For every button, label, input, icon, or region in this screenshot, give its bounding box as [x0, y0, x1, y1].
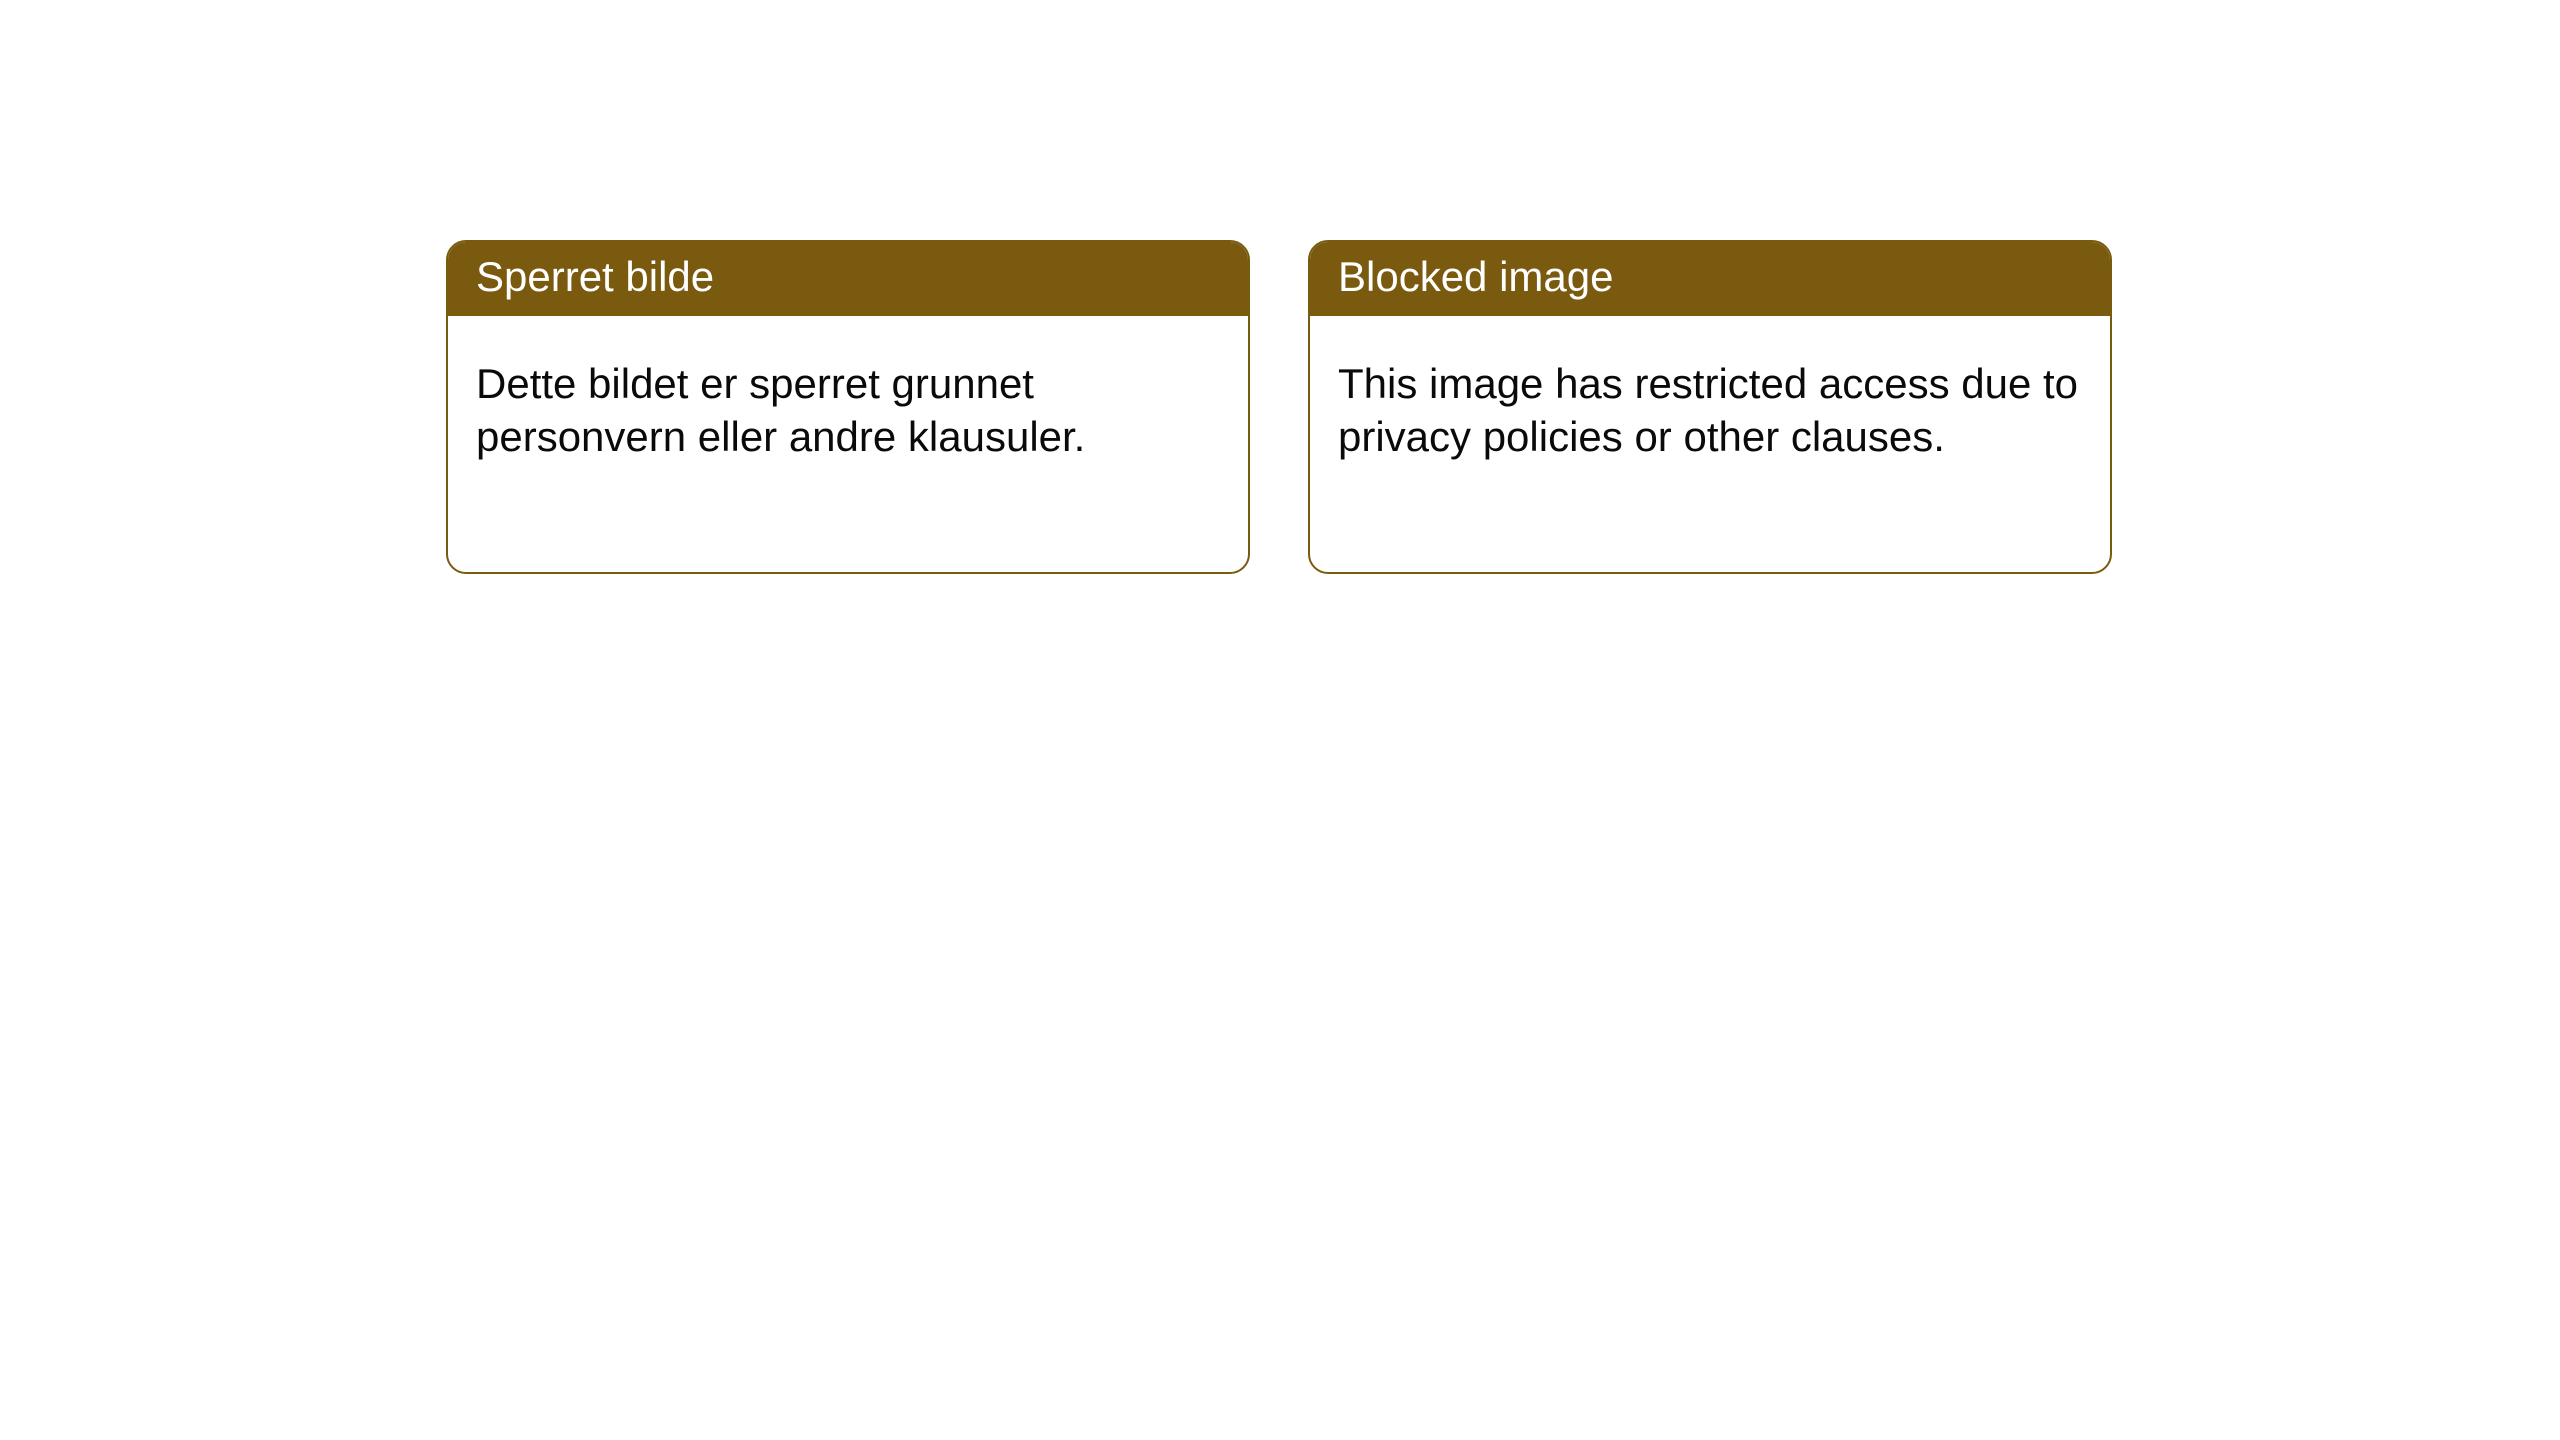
card-body-text: This image has restricted access due to … — [1310, 316, 2110, 491]
card-title: Blocked image — [1310, 242, 2110, 316]
blocked-image-card-norwegian: Sperret bilde Dette bildet er sperret gr… — [446, 240, 1250, 574]
card-body-text: Dette bildet er sperret grunnet personve… — [448, 316, 1248, 491]
card-title: Sperret bilde — [448, 242, 1248, 316]
blocked-image-notice-container: Sperret bilde Dette bildet er sperret gr… — [446, 240, 2560, 574]
blocked-image-card-english: Blocked image This image has restricted … — [1308, 240, 2112, 574]
